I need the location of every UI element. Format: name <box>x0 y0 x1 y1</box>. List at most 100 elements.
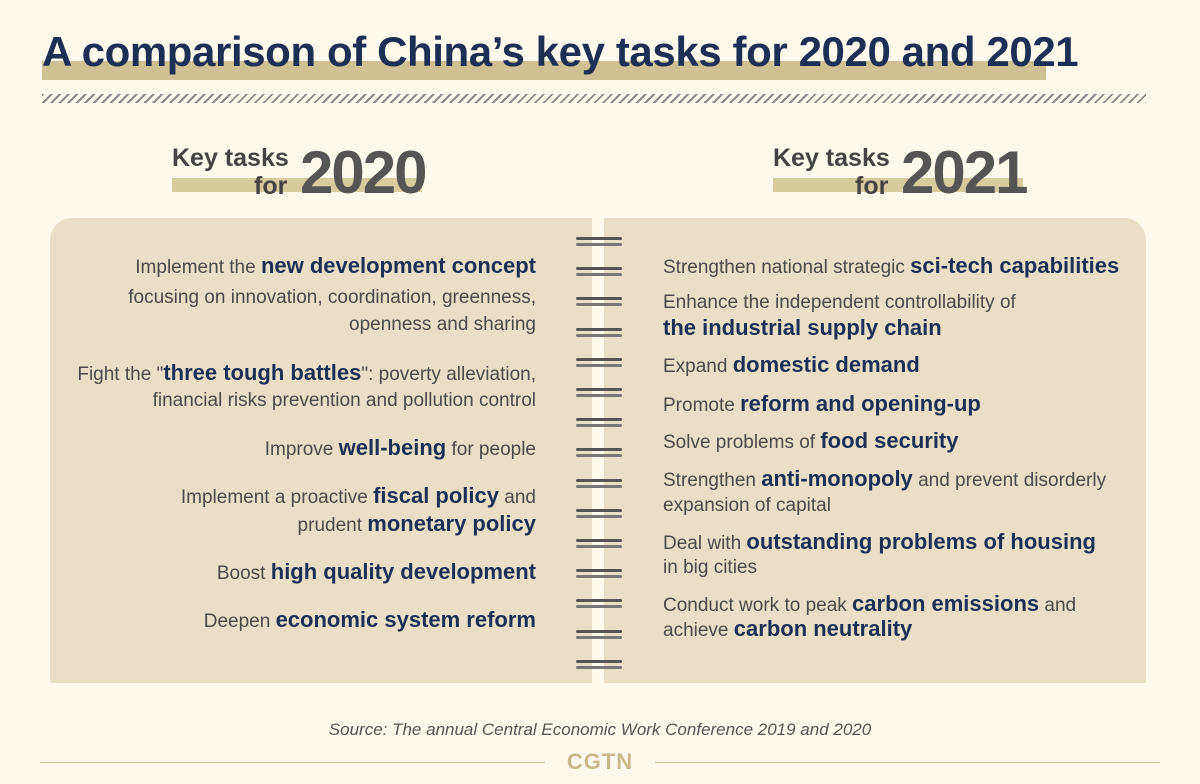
task-2021-item-8-line-1: Conduct work to peak carbon emissions an… <box>663 590 1076 620</box>
task-2021-item-6-line-1: Strengthen anti-monopoly and prevent dis… <box>663 465 1106 495</box>
task-2021-item-3-line-1: Expand domestic demand <box>663 351 920 381</box>
task-2020-item-6-line-1: Deepen economic system reform <box>0 606 536 636</box>
task-highlight: reform and opening-up <box>740 391 981 416</box>
header-2021: Key tasks for 2021 <box>773 139 1033 206</box>
task-text: Expand <box>663 356 733 377</box>
task-2021-item-1-line-1: Strengthen national strategic sci-tech c… <box>663 252 1119 282</box>
binding-ring <box>576 538 622 550</box>
binding-ring <box>576 659 622 671</box>
task-2021-item-2-line-2: the industrial supply chain <box>663 314 942 344</box>
header-2020-key-tasks: Key tasks <box>172 144 289 172</box>
task-text: Solve problems of <box>663 432 821 453</box>
title-underline <box>42 61 1046 80</box>
task-2020-item-3-line-1: Improve well-being for people <box>0 434 536 464</box>
task-2021-item-7-line-2: in big cities <box>663 554 757 582</box>
task-text: financial risks prevention and pollution… <box>152 390 536 411</box>
task-highlight: three tough battles <box>163 360 362 385</box>
task-text: and <box>1039 595 1077 616</box>
task-highlight: fiscal policy <box>373 483 500 508</box>
binding-ring <box>576 598 622 610</box>
task-2021-item-5-line-1: Solve problems of food security <box>663 427 959 457</box>
task-2021-item-4-line-1: Promote reform and opening-up <box>663 390 981 420</box>
task-text: and prevent disorderly <box>912 470 1107 491</box>
binding-ring <box>576 296 622 308</box>
brand-logo: CGTN <box>566 749 634 774</box>
task-2020-item-1-line-2: focusing on innovation, coordination, gr… <box>0 284 536 312</box>
title-block: A comparison of China’s key tasks for 20… <box>42 28 1079 84</box>
binding-ring <box>576 357 622 369</box>
page-title: A comparison of China’s key tasks for 20… <box>42 28 1079 75</box>
task-2020-item-2-line-2: financial risks prevention and pollution… <box>0 387 536 415</box>
task-highlight: domestic demand <box>732 352 920 377</box>
task-text: ": poverty alleviation, <box>361 364 536 385</box>
header-2021-underline <box>773 178 1023 192</box>
binding-ring <box>576 417 622 429</box>
task-2021-item-6-line-2: expansion of capital <box>663 492 831 520</box>
notebook-binding <box>576 236 622 676</box>
task-highlight: high quality development <box>270 559 536 584</box>
task-text: Fight the " <box>77 364 164 385</box>
task-highlight: sci-tech capabilities <box>910 253 1120 278</box>
task-highlight: new development concept <box>260 253 536 278</box>
task-text: Strengthen national strategic <box>663 257 911 278</box>
header-2020-underline <box>172 178 422 192</box>
task-highlight: food security <box>820 428 959 453</box>
task-text: prudent <box>297 515 368 536</box>
binding-ring <box>576 508 622 520</box>
task-text: in big cities <box>663 557 757 578</box>
binding-ring <box>576 447 622 459</box>
task-highlight: economic system reform <box>275 607 536 632</box>
task-highlight: the industrial supply chain <box>663 315 942 340</box>
binding-ring <box>576 478 622 490</box>
task-2020-item-4-line-1: Implement a proactive fiscal policy and <box>0 482 536 512</box>
binding-ring <box>576 236 622 248</box>
panel-2021 <box>604 218 1146 683</box>
task-text: Deal with <box>663 533 747 554</box>
task-text: Improve <box>264 439 339 460</box>
header-2021-key-tasks: Key tasks <box>773 144 890 172</box>
task-highlight: carbon neutrality <box>733 616 913 641</box>
task-text: Deepen <box>203 611 276 632</box>
header-2021-for: for <box>855 172 889 200</box>
task-text: for people <box>446 439 536 460</box>
task-text: and <box>499 487 536 508</box>
footer-line-left <box>40 762 545 763</box>
task-2021-item-2-line-1: Enhance the independent controllability … <box>663 289 1016 317</box>
panel-2020 <box>50 218 592 683</box>
binding-ring <box>576 568 622 580</box>
task-2020-item-2-line-1: Fight the "three tough battles": poverty… <box>0 359 536 389</box>
binding-ring <box>576 387 622 399</box>
header-2020: Key tasks for 2020 <box>172 139 432 206</box>
source-note: Source: The annual Central Economic Work… <box>328 720 872 739</box>
task-text: Strengthen <box>663 470 762 491</box>
task-highlight: anti-monopoly <box>761 466 913 491</box>
task-text: expansion of capital <box>663 495 831 516</box>
header-2020-year: 2020 <box>300 139 427 206</box>
task-text: achieve <box>663 620 734 641</box>
binding-ring <box>576 629 622 641</box>
task-highlight: outstanding problems of housing <box>746 529 1096 554</box>
binding-ring <box>576 327 622 339</box>
task-text: openness and sharing <box>349 314 536 335</box>
task-text: Conduct work to peak <box>663 595 853 616</box>
header-2021-year: 2021 <box>901 139 1028 206</box>
binding-ring <box>576 266 622 278</box>
task-text: Enhance the independent controllability … <box>663 292 1016 313</box>
task-2020-item-5-line-1: Boost high quality development <box>0 558 536 588</box>
task-2021-item-8-line-2: achieve carbon neutrality <box>663 615 912 645</box>
task-2020-item-1-line-1: Implement the new development concept <box>0 252 536 282</box>
task-text: Promote <box>663 395 741 416</box>
task-highlight: monetary policy <box>367 511 536 536</box>
task-text: Implement a proactive <box>180 487 374 508</box>
task-2020-item-1-line-3: openness and sharing <box>0 311 536 339</box>
task-text: focusing on innovation, coordination, gr… <box>128 287 536 308</box>
hatched-divider <box>42 94 1146 103</box>
task-2020-item-4-line-2: prudent monetary policy <box>0 510 536 540</box>
task-highlight: well-being <box>338 435 447 460</box>
task-text: Implement the <box>135 257 261 278</box>
footer-line-right <box>655 762 1160 763</box>
header-2020-for: for <box>254 172 288 200</box>
task-2021-item-7-line-1: Deal with outstanding problems of housin… <box>663 528 1096 558</box>
task-text: Boost <box>216 563 271 584</box>
task-highlight: carbon emissions <box>852 591 1040 616</box>
